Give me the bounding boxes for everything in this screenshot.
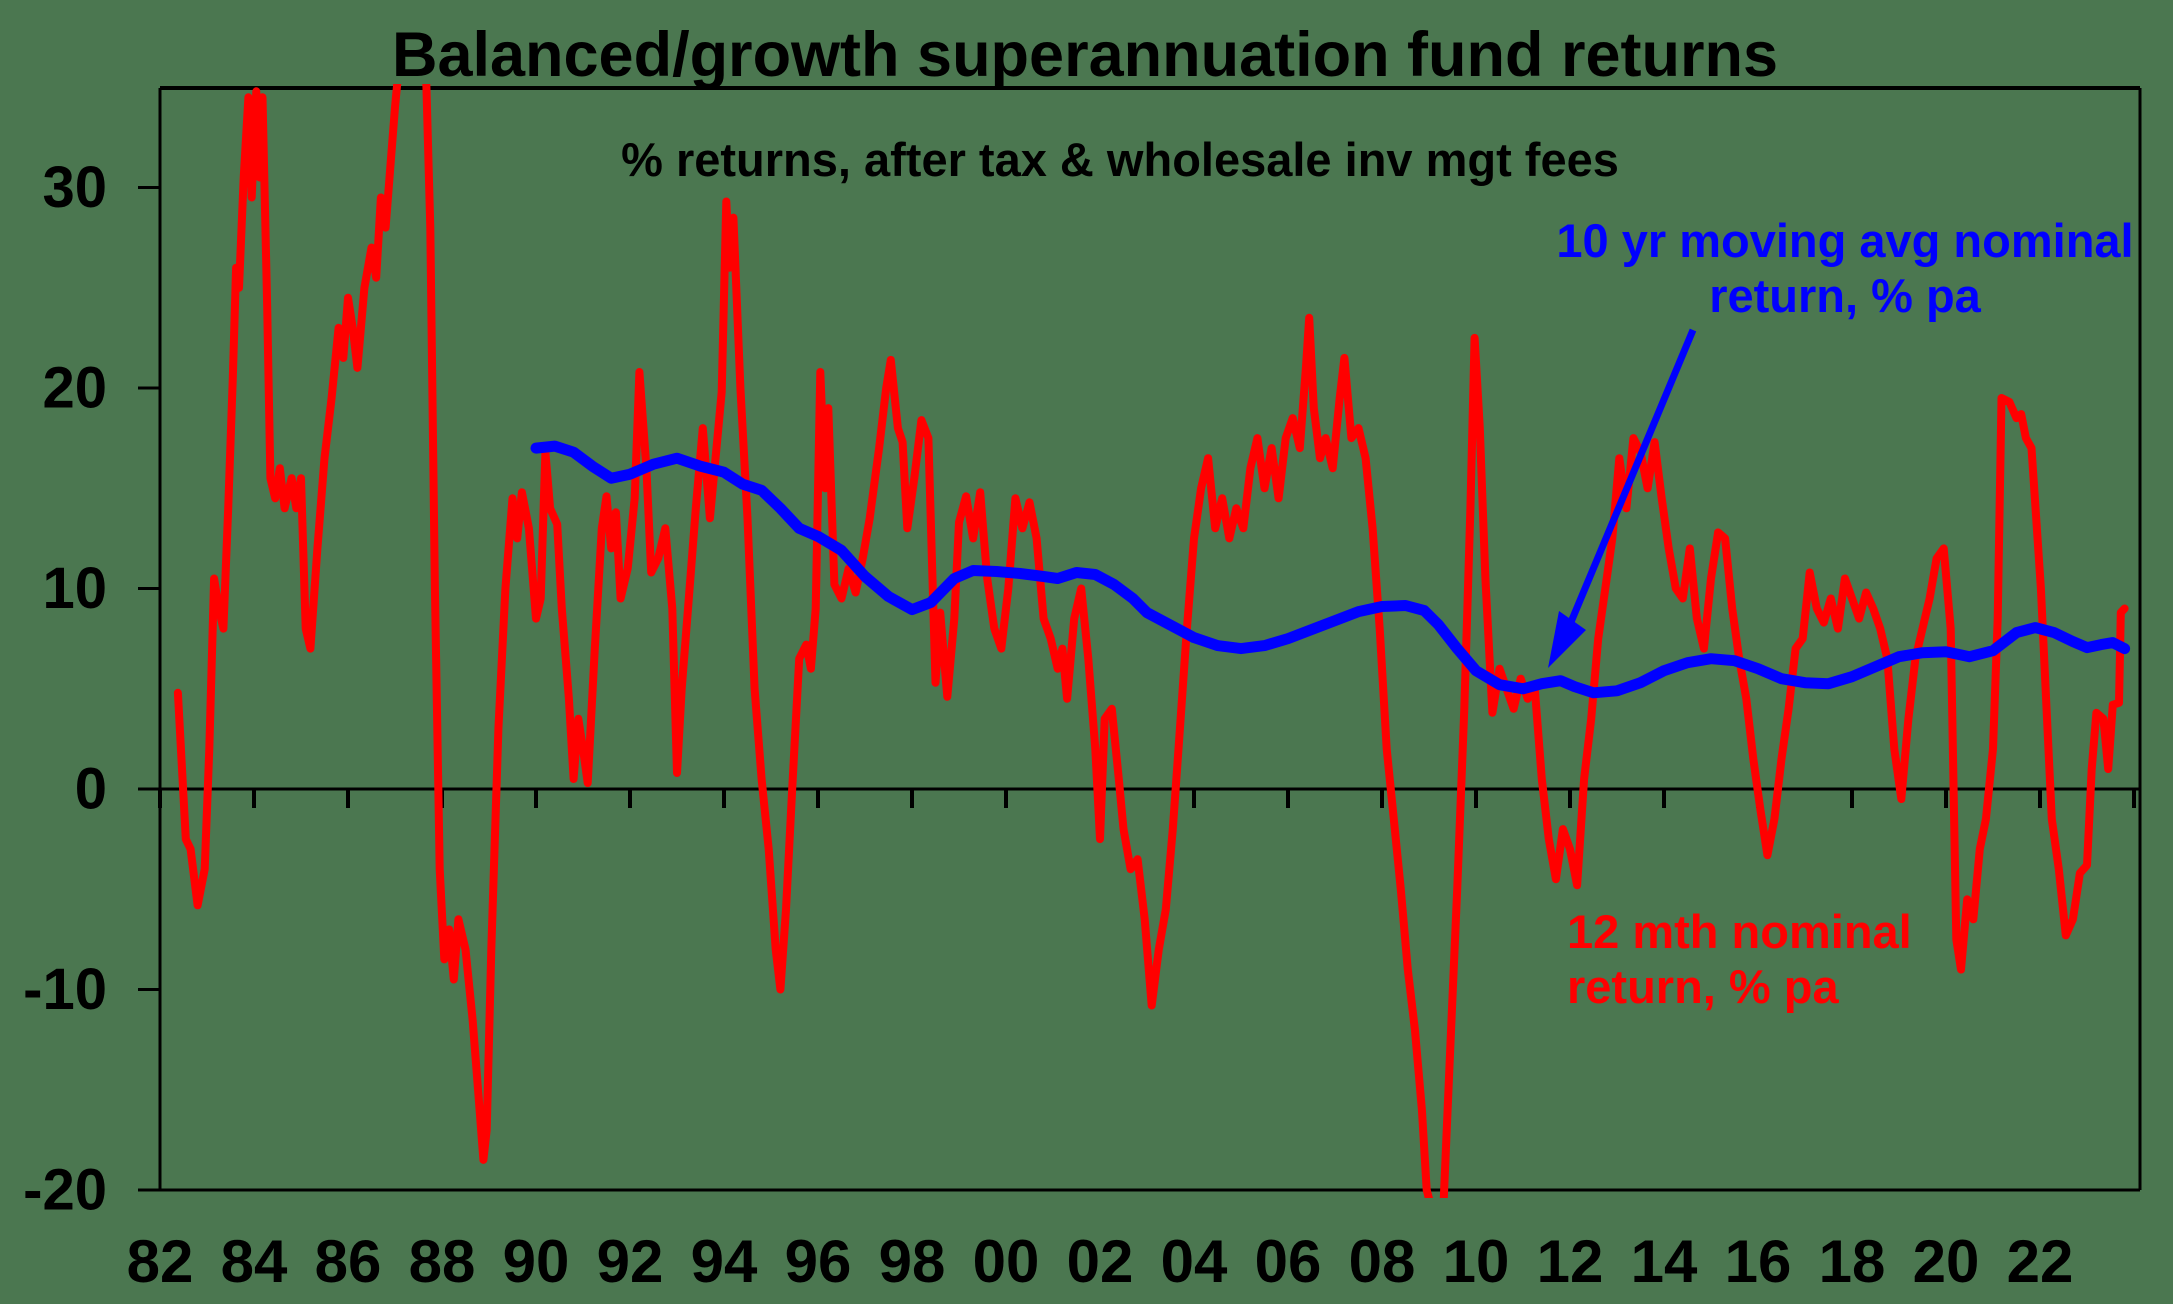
data-series xyxy=(173,84,2131,1198)
x-tick-label: 12 xyxy=(1537,1228,1604,1295)
red-series-label-line2: return, % pa xyxy=(1567,960,1839,1013)
x-tick-label: 16 xyxy=(1725,1228,1792,1295)
blue-series-label-line2: return, % pa xyxy=(1709,269,1981,322)
x-tick-label: 06 xyxy=(1255,1228,1322,1295)
x-tick-label: 00 xyxy=(973,1228,1040,1295)
chart-title: Balanced/growth superannuation fund retu… xyxy=(392,20,1778,90)
x-axis-tick-labels: 82 84 86 88 90 92 94 96 98 00 02 04 06 08 10 12 14 16 18 20… xyxy=(127,1228,2074,1295)
red-series-line xyxy=(173,84,2129,1198)
x-tick-label: 86 xyxy=(315,1228,382,1295)
red-series-label-line1: 12 mth nominal xyxy=(1567,905,1912,958)
chart-subtitle: % returns, after tax & wholesale inv mgt… xyxy=(621,133,1619,186)
y-tick-label: 20 xyxy=(42,356,107,421)
x-tick-label: 98 xyxy=(879,1228,946,1295)
x-tick-label: 94 xyxy=(691,1228,758,1295)
y-tick-label: 0 xyxy=(75,757,107,822)
y-tick-label: -20 xyxy=(23,1158,107,1223)
y-tick-label: 30 xyxy=(42,155,107,220)
y-tick-label: -10 xyxy=(23,957,107,1022)
x-axis-ticks xyxy=(158,789,2136,808)
x-tick-label: 90 xyxy=(503,1228,570,1295)
blue-series-label-line1: 10 yr moving avg nominal xyxy=(1556,214,2133,267)
x-tick-label: 20 xyxy=(1913,1228,1980,1295)
x-tick-label: 96 xyxy=(785,1228,852,1295)
x-tick-label: 10 xyxy=(1443,1228,1510,1295)
axis-lines xyxy=(158,86,2142,1192)
x-tick-label: 22 xyxy=(2007,1228,2074,1295)
x-tick-label: 88 xyxy=(409,1228,476,1295)
x-tick-label: 02 xyxy=(1067,1228,1134,1295)
x-tick-label: 14 xyxy=(1631,1228,1698,1295)
x-tick-label: 92 xyxy=(597,1228,664,1295)
blue-series-line xyxy=(530,440,2131,699)
y-axis-ticks xyxy=(138,186,160,1192)
x-tick-label: 08 xyxy=(1349,1228,1416,1295)
x-tick-label: 82 xyxy=(127,1228,194,1295)
x-tick-label: 84 xyxy=(221,1228,288,1295)
y-axis-tick-labels: 30 20 10 0 -10 -20 xyxy=(23,155,107,1223)
blue-annotation-arrow xyxy=(1548,328,1697,668)
y-tick-label: 10 xyxy=(42,556,107,621)
x-tick-label: 18 xyxy=(1819,1228,1886,1295)
x-tick-label: 04 xyxy=(1161,1228,1228,1295)
